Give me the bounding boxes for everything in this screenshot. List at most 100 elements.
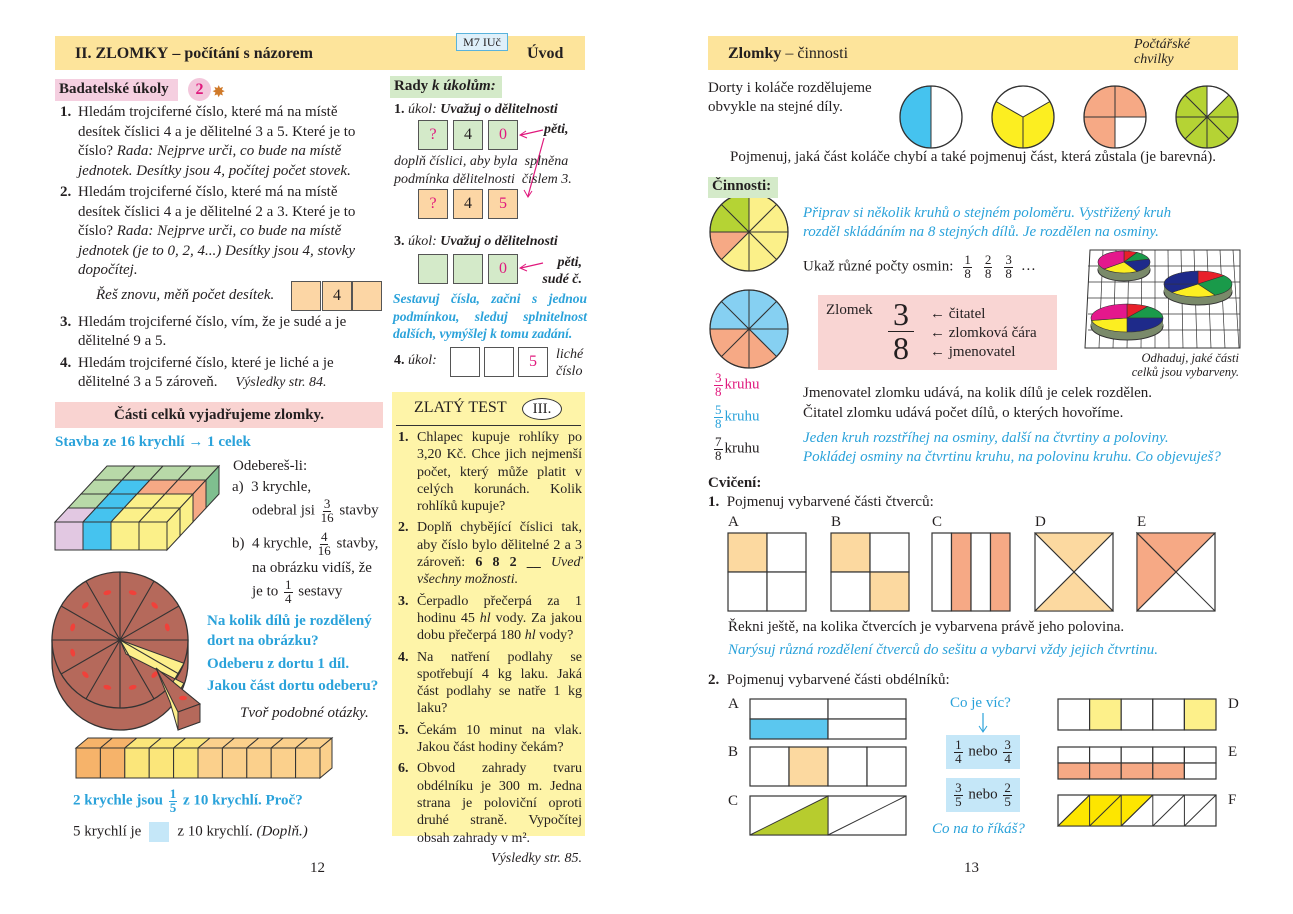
hint-digit-box: 5 xyxy=(488,189,518,219)
star-icon: ✸ xyxy=(212,84,226,101)
test-item: 4. Na natření podlahy se spotřebují 4 kg … xyxy=(398,649,582,717)
decoration xyxy=(164,623,170,632)
option-b-line2: na obrázku vidíš, že xyxy=(252,560,372,576)
square-d xyxy=(1033,532,1115,612)
shaded-part xyxy=(749,795,829,836)
rectangle-c xyxy=(749,795,907,836)
pointer-arrow-icon xyxy=(518,129,545,272)
task-text: Hledám trojciferné číslo, vím, že je sud… xyxy=(78,313,347,350)
diagonal xyxy=(1184,794,1217,827)
pie-slice xyxy=(1097,250,1125,270)
rectangle-label: F xyxy=(1228,792,1237,808)
cube-face xyxy=(110,521,140,551)
golden-test-badge: III. xyxy=(522,398,562,420)
cell xyxy=(950,532,972,612)
cube-face xyxy=(148,747,175,779)
cube-face xyxy=(173,747,199,779)
level-badge: 2 xyxy=(188,78,211,101)
option-a: a) 3 krychle, xyxy=(232,479,312,495)
cube-face xyxy=(138,521,168,551)
cell xyxy=(766,532,807,573)
which-more: Co je víc? xyxy=(950,695,1011,711)
hints-label: Rady k úkolům: xyxy=(390,76,502,98)
pie-outline xyxy=(1175,85,1239,149)
cake-cut xyxy=(119,580,155,641)
exercise-1-followup: Řekni ještě, na kolika čtvercích je vyba… xyxy=(728,619,1125,635)
cell xyxy=(989,532,1011,612)
page-title: II. ZLOMKY – počítání s názorem xyxy=(75,45,313,62)
hint-digit-box xyxy=(418,254,448,284)
golden-test-panel xyxy=(392,392,585,836)
cell xyxy=(727,532,768,573)
diagonal xyxy=(1136,532,1216,612)
circle-fraction-label: 7 8 kruhu xyxy=(714,434,760,463)
square-label: B xyxy=(831,514,842,530)
cake-cut xyxy=(119,639,180,675)
cell xyxy=(1152,762,1186,780)
page-number: 13 xyxy=(964,860,979,876)
diagonal xyxy=(1120,794,1154,827)
task-text: Hledám trojciferné číslo, které má na mí… xyxy=(78,184,356,239)
page-number: 12 xyxy=(310,860,325,876)
decoration xyxy=(128,684,137,690)
diagonal xyxy=(827,795,907,836)
hint-task4-row: 4. úkol: 5 liché číslo xyxy=(393,346,587,379)
cell xyxy=(749,718,829,740)
show-eighths: Ukaž různé počty osmin: 1 8 2 8 3 8… xyxy=(803,252,1036,281)
rectangle-label: A xyxy=(728,696,739,712)
definitions: Jmenovatel zlomku udává, na kolik dílů j… xyxy=(803,385,1153,421)
page-title: Zlomky – činnosti xyxy=(728,45,849,62)
pie-sector xyxy=(899,85,932,149)
hint-task3-title: 3. úkol: Uvažuj o dělitelnosti xyxy=(394,234,558,249)
cell xyxy=(869,532,910,573)
golden-test-body: 1. Chlapec kupuje rohlíky po 3,20 Kč. Chc… xyxy=(398,429,582,867)
divider xyxy=(396,425,581,426)
diagonal xyxy=(1152,794,1185,827)
cube-face xyxy=(54,521,84,551)
cell xyxy=(827,718,907,740)
rectangle-label: E xyxy=(1228,744,1238,760)
cube-face xyxy=(197,747,223,779)
pie-slice xyxy=(1163,270,1199,285)
cake-questions: Na kolik dílů je rozdělený dort na obrázk… xyxy=(207,613,379,694)
cell xyxy=(1152,746,1186,764)
hint-task4-title: 4. úkol: xyxy=(394,352,437,368)
cell xyxy=(1120,698,1154,731)
circle-fraction-label: 3 8 kruhu xyxy=(714,370,760,399)
square-label: A xyxy=(728,514,739,530)
task-hint: Rada: Nejprve urči, co bude na místě jed… xyxy=(78,223,356,278)
cell xyxy=(970,532,992,612)
cake-cut xyxy=(60,639,121,675)
pie-outline xyxy=(991,85,1055,149)
task-number: 2. xyxy=(60,184,72,200)
task2-retry-row: Řeš znovu, měň počet desítek. 4 xyxy=(78,280,382,311)
hint-advice-and-task4: Sestavuj čísla, začni s jednou podmínkou… xyxy=(393,290,587,379)
task-text: Hledám trojciferné číslo, které je liché… xyxy=(78,354,334,391)
decoration xyxy=(128,590,137,596)
pie-slice xyxy=(1123,258,1151,272)
cell xyxy=(1088,762,1122,780)
research-label: Badatelské úkoly xyxy=(55,79,178,101)
rectangle-a xyxy=(749,698,907,740)
cake-cut xyxy=(85,639,121,700)
rectangle-label: B xyxy=(728,744,739,760)
research-task: 4. Hledám trojciferné číslo, které je lic… xyxy=(60,354,378,393)
pie-slice xyxy=(1091,317,1128,333)
corner-label: Počtářské chvilky xyxy=(1134,37,1190,67)
intro-question: Pojmenuj, jaká část koláče chybí a také … xyxy=(730,149,1217,165)
rectangle-label: C xyxy=(728,793,739,809)
square-label: E xyxy=(1137,514,1147,530)
shaded-part xyxy=(166,506,181,552)
answer-blank[interactable] xyxy=(149,822,170,842)
create-questions: Tvoř podobné otázky. xyxy=(240,705,369,721)
test-item: 6. Obvod zahrady tvaru obdélníku je 300 m… xyxy=(398,761,582,846)
exercise-2-title: 2. Pojmenuj vybarvené části obdélníků: xyxy=(708,672,950,688)
hint-digit-box: 0 xyxy=(488,120,518,150)
diagonal xyxy=(1034,532,1114,612)
test-item: 5. Čekám 10 minut na vlak. Jakou část hod… xyxy=(398,722,582,756)
hint-advice: Sestavuj čísla, začni s jednou podmínkou… xyxy=(393,291,587,341)
cube-face xyxy=(124,747,150,779)
